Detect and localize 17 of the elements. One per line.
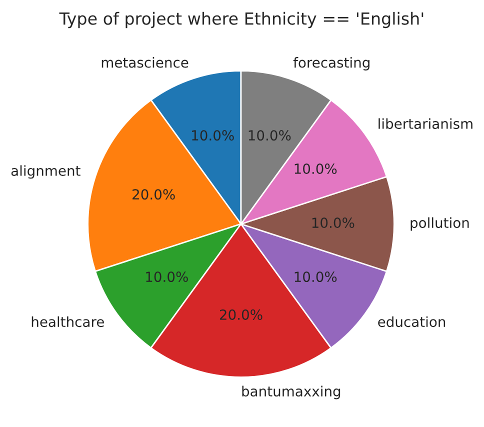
slice-label: alignment (11, 165, 80, 179)
slice-label: education (378, 316, 446, 328)
data-label: 10.0% (294, 164, 337, 174)
slice-label: forecasting (293, 57, 370, 70)
slice-label: metascience (102, 57, 188, 68)
data-label: 10.0% (192, 130, 234, 141)
slice-label: pollution (410, 217, 469, 231)
data-label: 20.0% (132, 189, 175, 200)
chart-title: Type of project where Ethnicity == 'English' (59, 12, 424, 28)
slice-label: libertarianism (378, 118, 472, 129)
data-label: 10.0% (312, 218, 354, 228)
data-label: 20.0% (220, 309, 262, 320)
data-label: 10.0% (248, 130, 291, 141)
data-label: 10.0% (294, 272, 337, 282)
slice-label: bantumaxxing (242, 386, 340, 400)
slice-label: healthcare (32, 316, 104, 328)
data-label: 10.0% (146, 272, 188, 282)
